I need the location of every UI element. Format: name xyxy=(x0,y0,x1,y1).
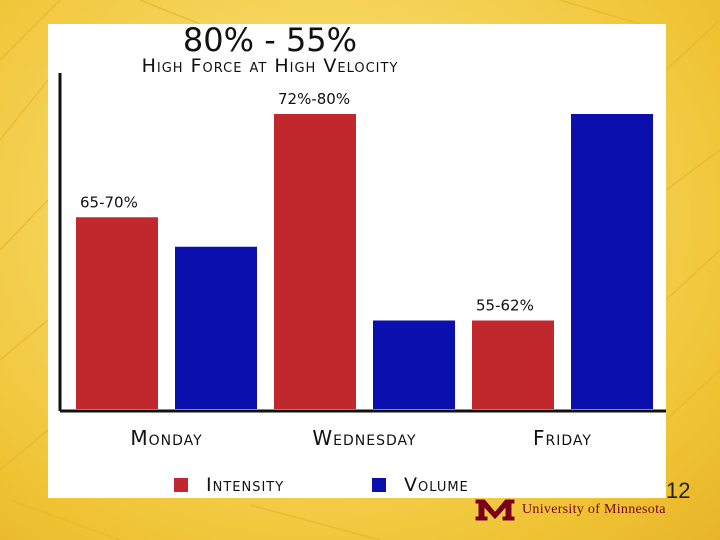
chart-panel: 80% - 55% High Force at High Velocity 65… xyxy=(48,24,666,498)
data-label-monday: 65-70% xyxy=(80,193,138,211)
category-label-friday: Friday xyxy=(533,426,592,450)
bar-intensity-monday xyxy=(76,217,158,409)
bar-intensity-friday xyxy=(472,320,554,409)
footer-university-name: University of Minnesota xyxy=(522,502,666,517)
bar-volume-wednesday xyxy=(373,320,455,409)
chart-subtitle: High Force at High Velocity xyxy=(142,55,399,77)
chart-title: 80% - 55% xyxy=(183,24,357,59)
category-label-monday: Monday xyxy=(130,426,202,450)
data-label-wednesday: 72%-80% xyxy=(278,90,350,108)
umn-m-logo xyxy=(474,498,516,522)
data-label-friday: 55-62% xyxy=(476,297,534,315)
legend-label-intensity: Intensity xyxy=(206,474,284,496)
bar-volume-friday xyxy=(571,114,653,409)
legend-label-volume: Volume xyxy=(404,474,469,496)
legend-swatch-volume xyxy=(372,478,386,492)
bar-volume-monday xyxy=(175,246,257,409)
category-label-wednesday: Wednesday xyxy=(312,426,416,450)
bar-intensity-wednesday xyxy=(274,114,356,409)
legend-swatch-intensity xyxy=(174,478,188,492)
university-footer: University of Minnesota xyxy=(474,496,666,524)
page-number: 12 xyxy=(666,478,691,503)
bar-chart: 80% - 55% High Force at High Velocity 65… xyxy=(58,24,666,496)
